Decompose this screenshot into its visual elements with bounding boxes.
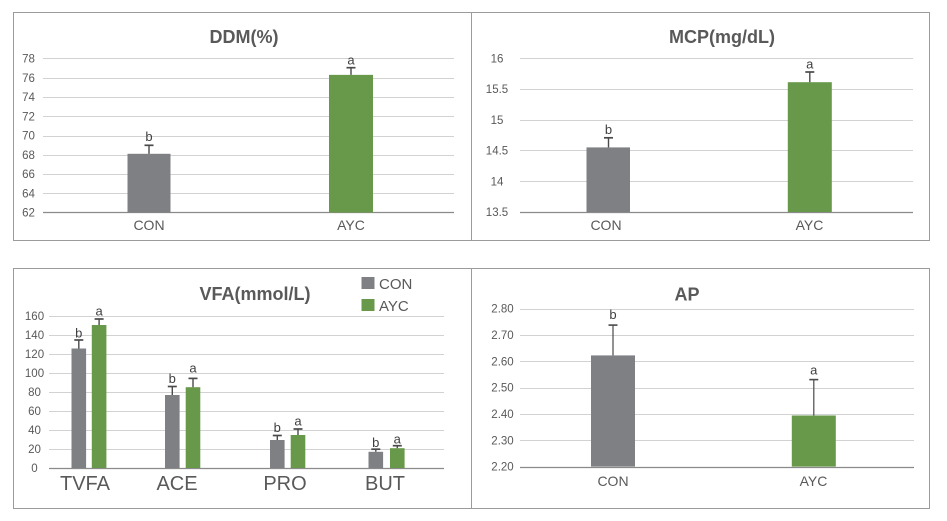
svg-text:MCP(mg/dL): MCP(mg/dL) <box>669 27 775 47</box>
svg-text:CON: CON <box>379 276 412 293</box>
svg-text:b: b <box>372 435 379 450</box>
svg-text:b: b <box>274 420 281 435</box>
svg-text:AP: AP <box>674 285 699 305</box>
svg-text:b: b <box>169 371 176 386</box>
svg-text:78: 78 <box>22 54 35 66</box>
svg-text:66: 66 <box>22 169 35 181</box>
svg-text:70: 70 <box>22 131 35 143</box>
svg-text:AYC: AYC <box>796 217 824 233</box>
svg-text:a: a <box>806 57 814 72</box>
svg-text:CON: CON <box>590 217 621 233</box>
svg-text:15.5: 15.5 <box>486 84 508 96</box>
svg-text:100: 100 <box>25 368 44 380</box>
svg-text:16: 16 <box>491 53 504 65</box>
svg-text:2.30: 2.30 <box>491 435 513 447</box>
svg-text:120: 120 <box>25 349 44 361</box>
svg-text:a: a <box>394 432 402 447</box>
svg-text:2.70: 2.70 <box>491 330 513 342</box>
svg-text:b: b <box>145 129 152 144</box>
svg-text:a: a <box>347 53 355 68</box>
svg-text:AYC: AYC <box>800 473 828 489</box>
svg-text:a: a <box>294 414 302 429</box>
svg-text:BUT: BUT <box>365 473 405 495</box>
svg-text:76: 76 <box>22 73 35 85</box>
svg-text:14.5: 14.5 <box>486 146 508 158</box>
svg-text:80: 80 <box>28 387 41 399</box>
svg-text:ACE: ACE <box>156 473 197 495</box>
svg-text:62: 62 <box>22 208 35 220</box>
svg-text:b: b <box>609 307 616 322</box>
svg-text:CON: CON <box>133 217 164 233</box>
svg-text:68: 68 <box>22 150 35 162</box>
svg-text:64: 64 <box>22 188 35 200</box>
svg-text:PRO: PRO <box>263 473 306 495</box>
svg-text:b: b <box>75 326 82 341</box>
svg-text:0: 0 <box>31 463 37 475</box>
svg-text:b: b <box>605 122 612 137</box>
svg-text:DDM(%): DDM(%) <box>210 27 279 47</box>
svg-text:160: 160 <box>25 311 44 323</box>
svg-text:13.5: 13.5 <box>486 207 508 219</box>
svg-text:2.60: 2.60 <box>491 356 513 368</box>
svg-text:60: 60 <box>28 406 41 418</box>
svg-text:a: a <box>810 363 818 378</box>
svg-text:2.80: 2.80 <box>491 304 513 316</box>
svg-text:72: 72 <box>22 111 35 123</box>
svg-text:74: 74 <box>22 92 35 104</box>
svg-text:40: 40 <box>28 425 41 437</box>
svg-text:15: 15 <box>491 115 504 127</box>
svg-text:AYC: AYC <box>337 217 365 233</box>
svg-text:2.20: 2.20 <box>491 462 513 474</box>
svg-text:CON: CON <box>597 473 628 489</box>
svg-text:TVFA: TVFA <box>60 473 111 495</box>
svg-text:20: 20 <box>28 444 41 456</box>
svg-text:a: a <box>189 361 197 376</box>
svg-text:VFA(mmol/L): VFA(mmol/L) <box>200 284 311 304</box>
svg-text:2.50: 2.50 <box>491 383 513 395</box>
svg-text:2.40: 2.40 <box>491 409 513 421</box>
svg-text:AYC: AYC <box>379 298 409 315</box>
svg-text:14: 14 <box>491 176 504 188</box>
svg-text:140: 140 <box>25 330 44 342</box>
svg-text:a: a <box>95 304 103 319</box>
